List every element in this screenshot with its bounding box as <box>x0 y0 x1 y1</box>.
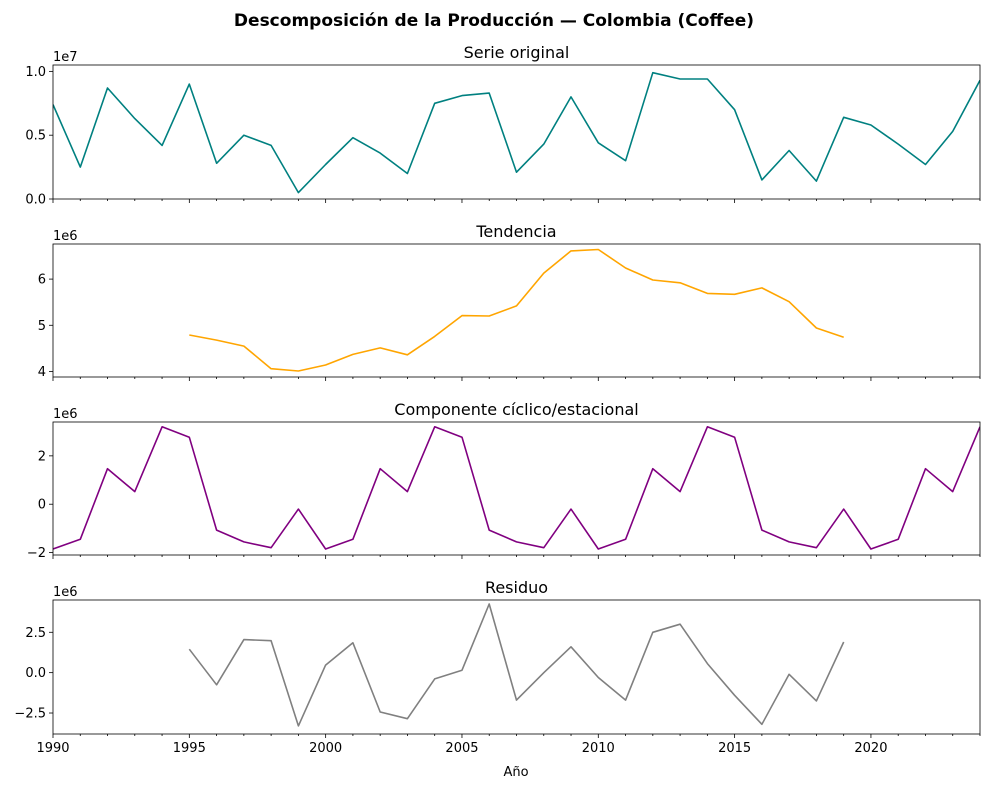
panel-title: Tendencia <box>475 222 556 241</box>
axes-frame <box>52 421 981 556</box>
y-tick-label: 2 <box>38 449 46 464</box>
x-tick-label: 1995 <box>173 741 206 756</box>
series-line <box>189 248 844 372</box>
x-tick-label: 1990 <box>36 741 69 756</box>
x-tick-label: 2010 <box>582 741 615 756</box>
y-tick-label: 5 <box>38 319 46 334</box>
axes-frame <box>52 599 981 735</box>
y-tick-label: 2.5 <box>25 626 46 641</box>
panel-0: Serie original 1e7 0.0 0.5 1.0 <box>25 43 981 208</box>
figure-title: Descomposición de la Producción — Colomb… <box>234 11 754 31</box>
y-offset-label: 1e6 <box>53 229 78 244</box>
x-tick-label: 2015 <box>718 741 751 756</box>
panel-2: Componente cíclico/estacional 1e6 −2 0 2 <box>27 400 981 561</box>
x-axis-label: Año <box>503 765 528 780</box>
panel-1: Tendencia 1e6 4 5 6 <box>38 222 981 381</box>
panels: Serie original 1e7 0.0 0.5 1.0 Tendencia 1e6 4 5… <box>14 43 981 756</box>
y-offset-label: 1e6 <box>53 585 78 600</box>
x-tick-label: 2020 <box>854 741 887 756</box>
series-line <box>53 425 980 550</box>
y-offset-label: 1e6 <box>53 407 78 422</box>
panel-3: Residuo 1e6 1990 1995 2000 2005 2010 2015 2020 −2… <box>14 578 981 756</box>
axes-frame <box>52 64 981 200</box>
panel-title: Residuo <box>485 578 548 597</box>
x-tick-label: 2000 <box>309 741 342 756</box>
y-tick-label: 0.0 <box>25 193 46 208</box>
y-tick-label: 4 <box>38 365 46 380</box>
y-tick-label: 1.0 <box>25 65 46 80</box>
series-line <box>188 603 845 727</box>
y-tick-label: 0 <box>38 498 46 513</box>
y-tick-label: −2.5 <box>14 707 46 722</box>
y-tick-label: 0.5 <box>25 129 46 144</box>
y-offset-label: 1e7 <box>53 50 78 65</box>
y-tick-label: −2 <box>27 546 46 561</box>
panel-title: Serie original <box>464 43 570 62</box>
series-line <box>53 71 980 194</box>
x-tick-label: 2005 <box>445 741 478 756</box>
axes-frame <box>52 243 981 378</box>
y-tick-label: 0.0 <box>25 666 46 681</box>
y-tick-label: 6 <box>38 273 46 288</box>
panel-title: Componente cíclico/estacional <box>394 400 638 419</box>
